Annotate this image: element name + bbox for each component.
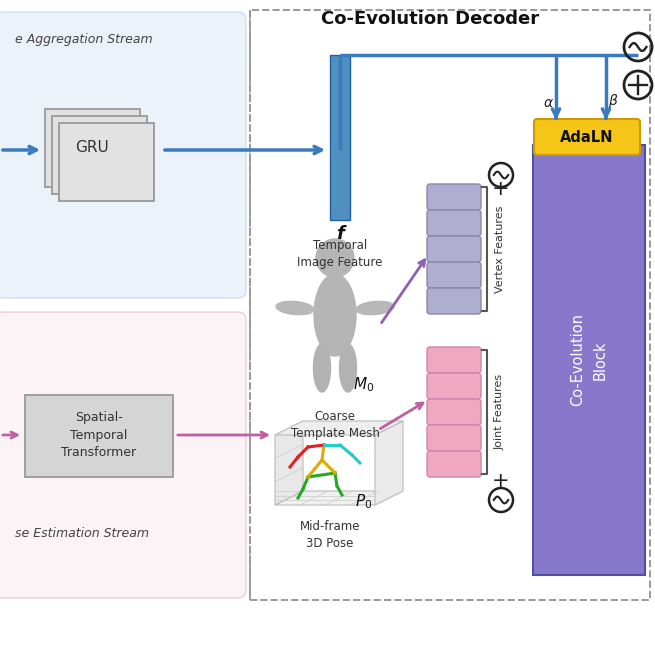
Polygon shape — [375, 421, 403, 505]
Ellipse shape — [314, 274, 356, 356]
Ellipse shape — [356, 301, 394, 314]
Text: +: + — [492, 471, 510, 491]
Text: se Estimation Stream: se Estimation Stream — [15, 527, 149, 540]
Bar — [533, 145, 645, 575]
Polygon shape — [275, 421, 303, 505]
Text: $\alpha$: $\alpha$ — [542, 96, 553, 110]
FancyBboxPatch shape — [427, 347, 481, 373]
FancyBboxPatch shape — [427, 373, 481, 399]
Bar — [59, 123, 154, 201]
FancyBboxPatch shape — [427, 425, 481, 451]
Text: Temporal
Image Feature: Temporal Image Feature — [297, 239, 383, 269]
Text: Mid-frame
3D Pose: Mid-frame 3D Pose — [300, 520, 360, 550]
FancyBboxPatch shape — [427, 451, 481, 477]
FancyBboxPatch shape — [427, 399, 481, 425]
FancyBboxPatch shape — [0, 312, 246, 598]
FancyBboxPatch shape — [427, 210, 481, 236]
Text: $M_0$: $M_0$ — [353, 375, 374, 394]
Text: $\beta$: $\beta$ — [608, 92, 618, 110]
Text: f: f — [336, 225, 344, 243]
Ellipse shape — [276, 301, 314, 314]
Bar — [45, 109, 140, 187]
Text: e Aggregation Stream: e Aggregation Stream — [15, 33, 153, 46]
Ellipse shape — [314, 344, 331, 392]
Text: Co-Evolution Decoder: Co-Evolution Decoder — [321, 10, 539, 28]
Text: Co-Evolution
Block: Co-Evolution Block — [571, 314, 608, 407]
FancyBboxPatch shape — [534, 119, 640, 155]
Bar — [250, 10, 650, 600]
Text: AdaLN: AdaLN — [560, 130, 614, 145]
Bar — [330, 55, 350, 220]
Text: +: + — [492, 179, 510, 199]
Polygon shape — [275, 491, 403, 505]
Bar — [25, 395, 173, 477]
Text: Vertex Features: Vertex Features — [495, 205, 505, 293]
Polygon shape — [275, 421, 403, 435]
FancyBboxPatch shape — [427, 184, 481, 210]
FancyBboxPatch shape — [427, 236, 481, 262]
Circle shape — [316, 239, 354, 277]
Bar — [52, 116, 147, 194]
Ellipse shape — [339, 344, 356, 392]
Text: GRU: GRU — [75, 140, 109, 155]
Text: Spatial-
Temporal
Transformer: Spatial- Temporal Transformer — [62, 411, 136, 458]
Text: Coarse
Template Mesh: Coarse Template Mesh — [291, 410, 379, 440]
FancyBboxPatch shape — [0, 12, 246, 298]
Text: Joint Features: Joint Features — [495, 374, 505, 450]
Text: $P_0$: $P_0$ — [355, 492, 372, 511]
FancyBboxPatch shape — [427, 262, 481, 288]
FancyBboxPatch shape — [427, 288, 481, 314]
